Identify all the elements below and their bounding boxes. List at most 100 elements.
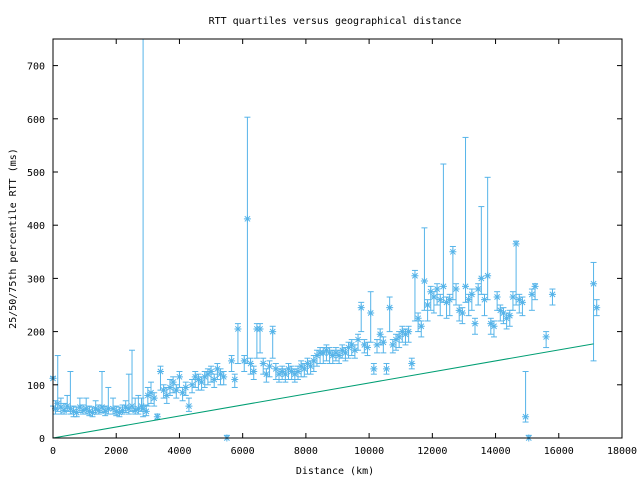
x-tick-label: 18000 [607,446,637,457]
data-point [522,371,530,423]
star-marker [198,378,206,386]
data-point [54,355,62,412]
star-marker [179,389,187,397]
x-tick-label: 16000 [544,446,574,457]
star-marker [392,336,400,344]
star-marker [364,344,372,352]
star-marker [503,314,511,322]
star-marker [297,362,305,370]
data-point [367,291,375,343]
star-marker [335,352,343,360]
data-point [60,402,68,415]
data-point [427,285,435,311]
star-marker [204,370,212,378]
star-marker [593,304,601,312]
star-marker [269,328,277,336]
star-marker [191,373,199,381]
star-marker [427,288,435,296]
star-marker [357,304,365,312]
star-marker [528,290,536,298]
star-marker [373,341,381,349]
data-point [484,176,492,301]
star-marker [386,304,394,312]
star-marker [109,405,117,413]
data-point [243,116,251,365]
star-marker [351,346,359,354]
star-marker [462,282,470,290]
star-marker [95,406,103,414]
data-point [250,365,258,380]
star-marker [291,370,299,378]
star-marker [104,405,112,413]
data-point [518,296,526,317]
data-point [357,301,365,333]
data-point [144,386,152,407]
star-marker [89,408,97,416]
x-tick-label: 8000 [294,446,318,457]
star-marker [370,365,378,373]
data-point [79,404,87,415]
data-point [66,371,74,415]
data-point [480,293,488,317]
star-marker [188,381,196,389]
y-tick-label: 100 [27,381,45,392]
data-point [228,355,236,372]
data-point [128,349,136,412]
star-marker [499,309,507,317]
star-marker [446,296,454,304]
star-marker [376,330,384,338]
star-marker [411,272,419,280]
star-marker [115,408,123,416]
star-marker [439,282,447,290]
star-marker [348,341,356,349]
data-point [329,349,337,365]
star-marker [144,391,152,399]
star-marker [424,301,432,309]
baseline-line [52,343,594,439]
star-marker [125,405,133,413]
data-point [424,299,432,322]
star-marker [194,375,202,383]
star-marker [322,346,330,354]
data-point [210,373,218,388]
star-marker [92,405,100,413]
data-point [528,288,536,311]
star-marker [60,406,68,414]
data-point [414,312,422,333]
star-marker [401,330,409,338]
star-marker [98,403,106,411]
star-marker [147,389,155,397]
star-marker [70,407,78,415]
data-point [338,344,346,359]
data-point [272,363,280,380]
star-marker [288,368,296,375]
data-point [477,206,485,295]
star-marker [477,274,485,282]
star-marker [166,383,174,391]
y-tick-label: 500 [27,168,45,179]
star-marker [414,314,422,322]
data-point [433,283,441,306]
star-marker [278,368,286,375]
data-point [493,291,501,311]
data-point [439,163,447,303]
star-marker [341,349,349,357]
star-marker [490,322,498,330]
star-marker [131,406,139,414]
star-marker [455,306,463,314]
data-point [240,355,248,372]
star-marker [73,408,81,416]
star-marker [360,341,368,349]
x-tick-label: 14000 [481,446,511,457]
star-marker [134,405,142,413]
data-point [231,373,239,388]
star-marker [234,325,242,333]
star-marker [484,272,492,280]
star-marker [175,373,183,381]
data-point [465,293,473,317]
star-marker [228,357,236,365]
star-marker [259,360,267,368]
star-marker [250,368,258,375]
star-marker [185,402,193,410]
